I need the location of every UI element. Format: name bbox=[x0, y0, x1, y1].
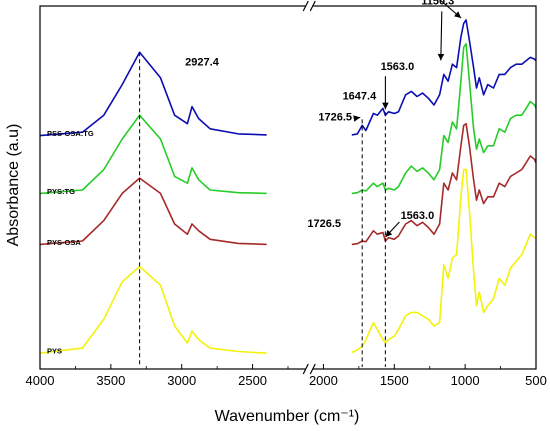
peak-arrow-1726-5-pss-osa-tg bbox=[353, 115, 361, 122]
series-line-pys-osa-left bbox=[39, 177, 267, 246]
peak-arrow-993-3-pss-osa-tg bbox=[439, 0, 462, 19]
series-label-pss-osa-tg: PSS-OSA:TG bbox=[47, 129, 94, 138]
series-line-pss-osa-tg-left bbox=[39, 51, 267, 137]
annotation-labels: 3297.22927.41647.41563.01726.51150.3993.… bbox=[47, 0, 454, 356]
x-tick-label-2000: 2000 bbox=[309, 373, 338, 388]
x-tick-label-1500: 1500 bbox=[380, 373, 409, 388]
series-line-pys-right bbox=[351, 168, 536, 354]
x-axis-title: Wavenumber (cm⁻¹) bbox=[215, 408, 360, 425]
series-line-pys-left bbox=[39, 265, 267, 354]
axis-break-mark bbox=[302, 363, 309, 375]
axis-break-gap bbox=[305, 3, 314, 9]
axis-break-mark bbox=[302, 0, 309, 12]
series-line-pys-tg-right bbox=[351, 43, 537, 195]
series-line-pys-tg-left bbox=[39, 114, 267, 195]
axis-break-gap bbox=[305, 366, 314, 372]
peak-label-1563-0-pss-osa-tg: 1563.0 bbox=[381, 61, 415, 73]
peak-label-1563-0-pys-osa: 1563.0 bbox=[401, 210, 435, 222]
peak-label-1150-3-pss-osa-tg: 1150.3 bbox=[421, 0, 454, 7]
y-axis-title: Absorbance (a.u) bbox=[5, 124, 22, 247]
series-line-pys-osa-right bbox=[351, 122, 537, 246]
series-label-pys: PYS bbox=[47, 347, 62, 356]
x-tick-label-4000: 4000 bbox=[26, 373, 55, 388]
x-tick-label-1000: 1000 bbox=[451, 373, 480, 388]
series-line-pss-osa-tg-right bbox=[351, 19, 537, 136]
axis-break-mark bbox=[309, 363, 316, 375]
peak-label-1726-5-pys-osa: 1726.5 bbox=[307, 218, 341, 230]
peak-label-1726-5-pss-osa-tg: 1726.5 bbox=[318, 111, 352, 123]
axis-break-mark bbox=[309, 0, 316, 12]
reference-lines bbox=[139, 52, 386, 367]
peak-label-2927-4-pss-osa-tg: 2927.4 bbox=[185, 57, 220, 69]
series-label-pys-osa: PYS-OSA bbox=[47, 238, 81, 247]
peak-arrow-1563-0-pys-osa bbox=[384, 221, 400, 238]
peak-arrow-1150-3-pss-osa-tg bbox=[437, 11, 445, 61]
peak-label-1647-4-pss-osa-tg: 1647.4 bbox=[343, 91, 378, 103]
x-tick-label-500: 500 bbox=[525, 373, 547, 388]
peak-arrows bbox=[353, 0, 462, 238]
series-curves bbox=[39, 19, 537, 354]
series-label-pys-tg: PYS:TG bbox=[47, 187, 75, 196]
x-tick-label-3000: 3000 bbox=[167, 373, 196, 388]
x-tick-label-3500: 3500 bbox=[96, 373, 125, 388]
x-tick-label-2500: 2500 bbox=[238, 373, 267, 388]
x-axis-ticks: 4000 3500 3000 2500 2000 1500 1000 500 bbox=[26, 364, 547, 388]
